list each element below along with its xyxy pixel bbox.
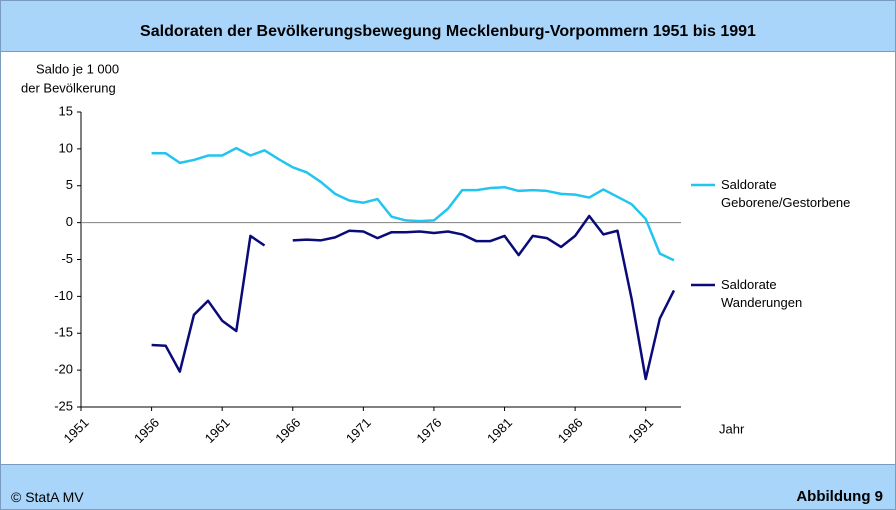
x-tick-label: 1951: [60, 415, 91, 446]
legend-label: Saldorate Geborene/Gestorbene: [721, 177, 851, 210]
y-tick-label: -15: [54, 325, 73, 340]
title-bar: Saldoraten der Bevölkerungsbewegung Meck…: [1, 1, 895, 52]
y-tick-label: 15: [59, 103, 73, 118]
y-tick-label: 10: [59, 140, 73, 155]
series-line: [151, 146, 675, 262]
x-axis-label: Jahr: [719, 421, 745, 436]
y-tick-label: -10: [54, 288, 73, 303]
x-tick-label: 1961: [202, 415, 233, 446]
x-tick-label: 1966: [272, 415, 303, 446]
y-axis-label: Saldo je 1 000: [36, 61, 119, 76]
x-tick-label: 1981: [484, 415, 515, 446]
y-axis-label: der Bevölkerung: [21, 80, 116, 95]
chart-title: Saldoraten der Bevölkerungsbewegung Meck…: [140, 23, 756, 40]
x-tick-label: 1976: [413, 415, 444, 446]
y-tick-label: 0: [66, 214, 73, 229]
legend-label: Saldorate Wanderungen: [721, 277, 803, 310]
x-tick-label: 1986: [555, 415, 586, 446]
figure-label: Abbildung 9: [796, 488, 883, 505]
x-tick-label: 1991: [625, 415, 656, 446]
y-tick-label: -20: [54, 362, 73, 377]
y-tick-label: -5: [61, 251, 73, 266]
x-tick-label: 1971: [343, 415, 374, 446]
source: © StatA MV: [11, 489, 84, 505]
y-tick-label: 5: [66, 177, 73, 192]
footer-bar: © StatA MV Abbildung 9: [1, 464, 895, 509]
y-tick-label: -25: [54, 398, 73, 413]
series-line: [151, 214, 676, 381]
x-tick-label: 1956: [131, 415, 162, 446]
